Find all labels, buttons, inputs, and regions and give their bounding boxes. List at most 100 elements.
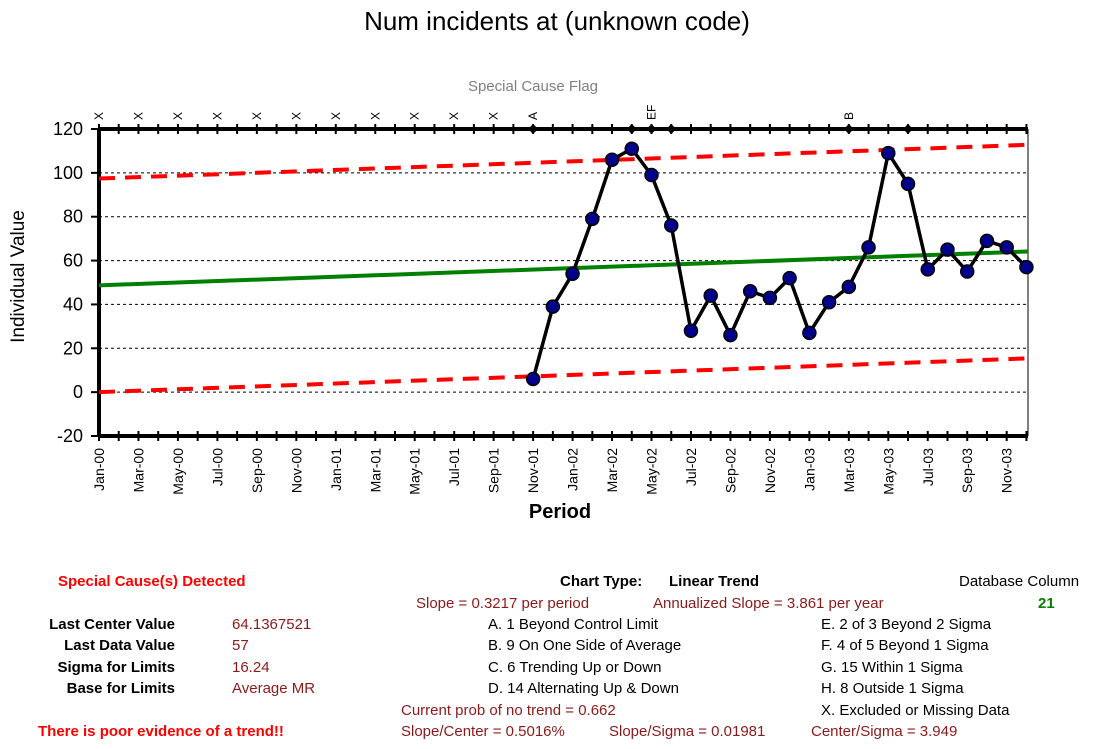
rule-x: X. Excluded or Missing Data [821, 702, 1010, 719]
data-point [723, 327, 738, 343]
x-tick-label: Mar-00 [130, 448, 146, 493]
x-tick-label: May-00 [170, 448, 186, 495]
x-tick-label: Jul-00 [209, 448, 225, 486]
x-tick-label: May-02 [644, 448, 660, 495]
flag-diamond [626, 124, 637, 134]
x-tick-label: Jul-03 [920, 448, 936, 486]
last-data-label: Last Data Value [64, 637, 175, 654]
rule-e: E. 2 of 3 Beyond 2 Sigma [821, 616, 992, 633]
chart-title: Num incidents at (unknown code) [364, 6, 750, 36]
database-column-value: 21 [1038, 595, 1055, 612]
flag-label: X [447, 112, 461, 120]
flag-diamond [843, 124, 854, 134]
x-tick-label: Jul-02 [683, 448, 699, 486]
y-tick-label: 120 [53, 119, 83, 139]
y-tick-label: -20 [57, 426, 83, 446]
sigma-label: Sigma for Limits [57, 659, 175, 676]
last-data-value: 57 [232, 637, 249, 654]
rule-c: C. 6 Trending Up or Down [488, 659, 662, 676]
center-line [98, 249, 1029, 288]
data-point [940, 242, 955, 257]
data-point [959, 264, 975, 279]
flag-label: A [526, 112, 540, 120]
data-point [1019, 259, 1034, 275]
x-tick-label: Nov-02 [762, 448, 778, 493]
data-point [861, 240, 876, 255]
x-tick-label: Mar-01 [367, 448, 383, 493]
y-tick-label: 0 [73, 382, 83, 402]
flag-diamond [903, 124, 914, 134]
data-point [802, 325, 817, 341]
special-cause-detected: Special Cause(s) Detected [58, 573, 246, 590]
data-point [999, 240, 1014, 255]
y-tick-label: 40 [63, 294, 83, 314]
data-point [881, 145, 896, 161]
data-point [565, 266, 580, 281]
flag-label: X [171, 112, 185, 120]
rule-f: F. 4 of 5 Beyond 1 Sigma [821, 637, 989, 654]
flag-label: X [487, 112, 501, 120]
data-point [979, 233, 995, 249]
center-sigma: Center/Sigma = 3.949 [811, 723, 958, 740]
flag-diamond [528, 124, 539, 134]
data-point [762, 290, 778, 306]
x-tick-label: Jan-01 [328, 448, 344, 491]
x-tick-label: Sep-00 [249, 448, 265, 493]
x-axis-label: Period [529, 501, 591, 523]
data-point [604, 152, 620, 167]
data-point [624, 141, 640, 156]
data-point [742, 284, 758, 299]
x-tick-label: Sep-02 [722, 448, 738, 493]
prob-no-trend: Current prob of no trend = 0.662 [401, 702, 616, 719]
data-point [683, 323, 699, 338]
data-point [920, 262, 936, 277]
series-line [531, 146, 1028, 380]
flag-label: X [250, 112, 264, 120]
data-point [900, 176, 916, 192]
base-label: Base for Limits [66, 680, 175, 697]
data-point [644, 167, 659, 183]
rule-d: D. 14 Alternating Up & Down [488, 680, 679, 697]
data-point [663, 218, 679, 233]
data-point [782, 270, 797, 286]
flag-label: X [289, 112, 303, 120]
x-tick-label: Mar-03 [841, 448, 857, 493]
x-tick-label: May-03 [880, 448, 896, 495]
x-tick-label: Jan-03 [801, 448, 817, 491]
y-tick-label: 20 [63, 338, 83, 358]
flag-label: EF [645, 105, 659, 120]
y-tick-label: 60 [63, 251, 83, 271]
slope: Slope = 0.3217 per period [416, 595, 590, 612]
rule-g: G. 15 Within 1 Sigma [821, 659, 963, 676]
data-point [841, 279, 857, 295]
y-tick-label: 80 [63, 207, 83, 227]
rule-a: A. 1 Beyond Control Limit [488, 616, 659, 633]
x-tick-label: Nov-01 [525, 448, 541, 493]
database-column-label: Database Column [959, 573, 1080, 590]
chart-subtitle: Special Cause Flag [468, 78, 598, 95]
x-tick-label: Jan-02 [565, 448, 581, 491]
slope-center: Slope/Center = 0.5016% [401, 723, 565, 740]
flag-label: X [131, 112, 145, 120]
data-point [585, 211, 600, 227]
last-center-value: 64.1367521 [232, 616, 312, 633]
x-tick-label: Jul-01 [446, 448, 462, 486]
data-point [525, 371, 541, 387]
trend-warning: There is poor evidence of a trend!! [38, 723, 284, 740]
rule-b: B. 9 On One Side of Average [488, 637, 682, 654]
data-point [703, 288, 718, 303]
annualized-slope: Annualized Slope = 3.861 per year [653, 595, 884, 612]
control-chart: Num incidents at (unknown code) Special C… [8, 6, 1034, 523]
sigma-value: 16.24 [232, 659, 270, 676]
slope-sigma: Slope/Sigma = 0.01981 [609, 723, 766, 740]
y-tick-label: 100 [53, 163, 83, 183]
chart-type-value: Linear Trend [669, 573, 760, 590]
x-tick-label: Mar-02 [604, 448, 620, 493]
data-point [545, 299, 561, 314]
last-center-label: Last Center Value [49, 616, 175, 633]
chart-type-label: Chart Type: [560, 573, 643, 590]
x-tick-label: May-01 [407, 448, 423, 495]
flag-label: X [368, 112, 382, 120]
flag-label: X [210, 112, 224, 120]
flag-label: X [408, 112, 422, 120]
